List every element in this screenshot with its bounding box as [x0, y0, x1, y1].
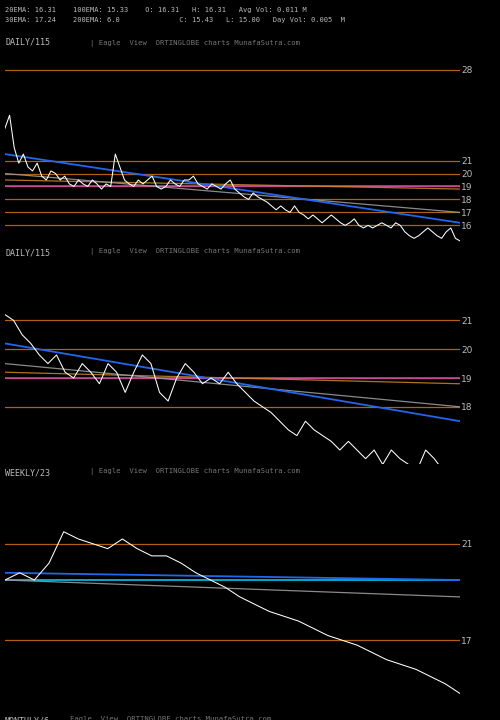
- Text: 30EMA: 17.24    200EMA: 6.0              C: 15.43   L: 15.00   Day Vol: 0.005  M: 30EMA: 17.24 200EMA: 6.0 C: 15.43 L: 15.…: [5, 17, 345, 22]
- Text: 20EMA: 16.31    100EMA: 15.33    O: 16.31   H: 16.31   Avg Vol: 0.011 M: 20EMA: 16.31 100EMA: 15.33 O: 16.31 H: 1…: [5, 7, 307, 13]
- Text: Eagle  View  ORTINGLOBE charts MunafaSutra.com: Eagle View ORTINGLOBE charts MunafaSutra…: [70, 716, 271, 720]
- Text: | Eagle  View  ORTINGLOBE charts MunafaSutra.com: | Eagle View ORTINGLOBE charts MunafaSut…: [90, 40, 300, 47]
- Text: WEEKLY/23: WEEKLY/23: [5, 468, 50, 477]
- Text: DAILY/115: DAILY/115: [5, 37, 50, 47]
- Text: | Eagle  View  ORTINGLOBE charts MunafaSutra.com: | Eagle View ORTINGLOBE charts MunafaSut…: [90, 248, 300, 256]
- Text: MONTHLY/6: MONTHLY/6: [5, 716, 50, 720]
- Text: | Eagle  View  ORTINGLOBE charts MunafaSutra.com: | Eagle View ORTINGLOBE charts MunafaSut…: [90, 468, 300, 475]
- Text: DAILY/115: DAILY/115: [5, 248, 50, 257]
